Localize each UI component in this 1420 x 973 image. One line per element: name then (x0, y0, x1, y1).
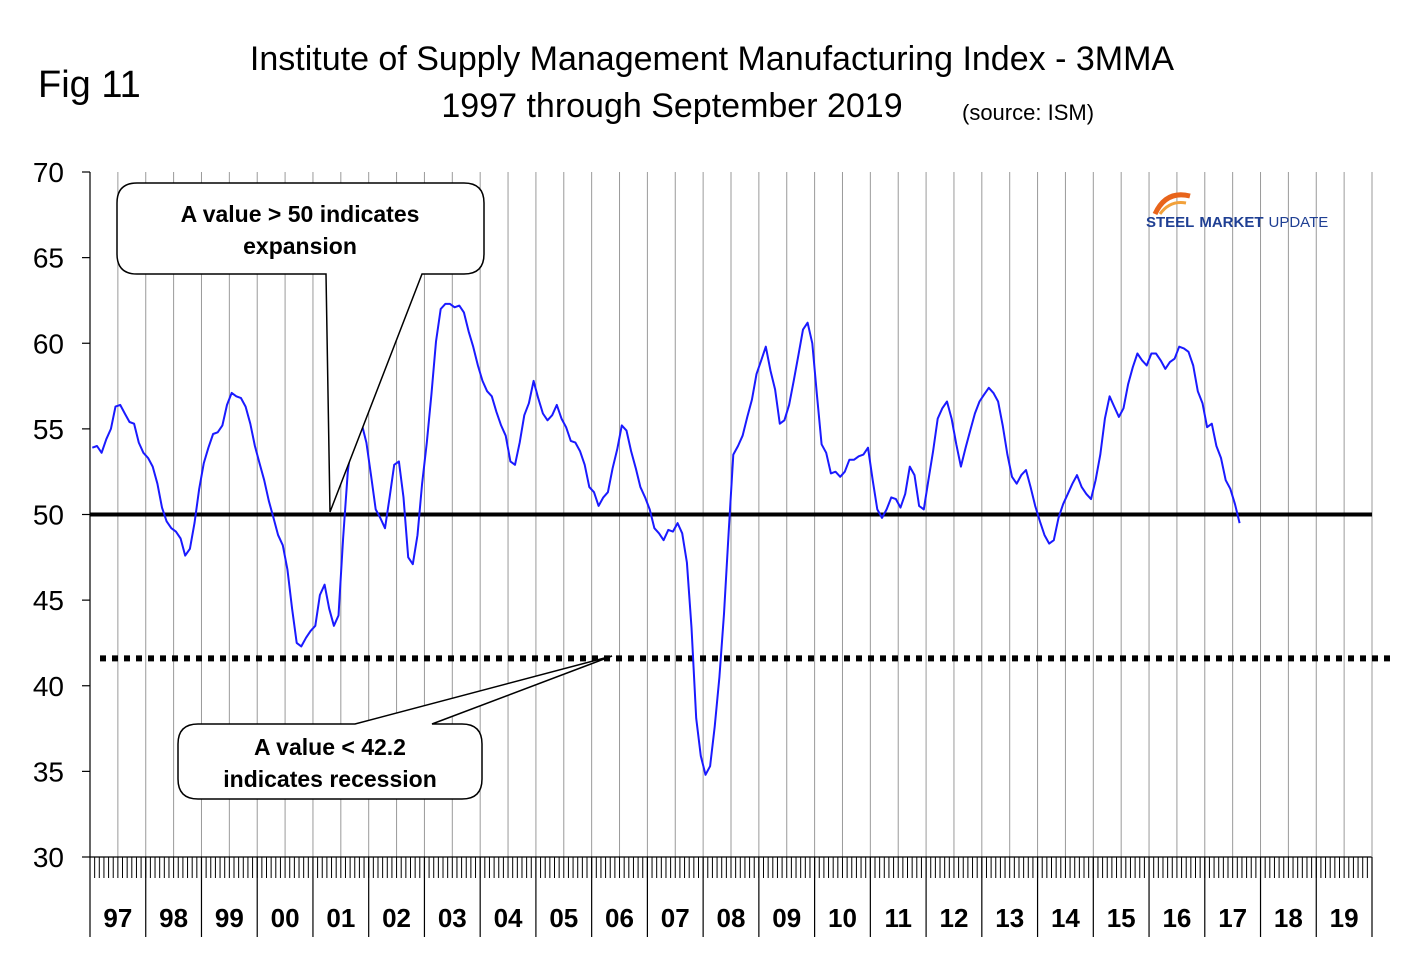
logo-swoosh-inner-icon (1158, 201, 1187, 215)
expansion-callout-line2: expansion (243, 233, 357, 259)
source-note: (source: ISM) (962, 100, 1094, 125)
x-tick-label: 18 (1274, 903, 1303, 933)
x-tick-label: 03 (438, 903, 467, 933)
reference-lines (90, 512, 1392, 662)
x-tick-label: 19 (1330, 903, 1359, 933)
expansion-callout: A value > 50 indicates expansion (116, 182, 485, 513)
y-tick-label: 65 (33, 243, 64, 274)
x-tick-label: 09 (772, 903, 801, 933)
y-tick-label: 30 (33, 842, 64, 873)
x-tick-label: 98 (159, 903, 188, 933)
x-tick-label: 04 (494, 903, 523, 933)
recession-callout-line1: A value < 42.2 (254, 734, 406, 760)
y-tick-label: 70 (33, 157, 64, 188)
x-tick-label: 02 (382, 903, 411, 933)
steel-market-update-logo: STEEL MARKET UPDATE (1146, 192, 1328, 231)
y-tick-label: 45 (33, 585, 64, 616)
chart-subtitle: 1997 through September 2019 (441, 87, 902, 125)
x-tick-label: 15 (1107, 903, 1136, 933)
recession-callout: A value < 42.2 indicates recession (177, 655, 613, 800)
recession-callout-line2: indicates recession (223, 766, 437, 792)
x-tick-label: 05 (549, 903, 578, 933)
x-tick-label: 08 (717, 903, 746, 933)
x-tick-label: 12 (939, 903, 968, 933)
x-tick-label: 10 (828, 903, 857, 933)
logo-word-steel: STEEL (1146, 214, 1194, 231)
chart-title: Institute of Supply Management Manufactu… (250, 40, 1174, 78)
axes: 30 35 40 45 50 55 60 65 70 97 98 99 00 01 02 03 04 05 06 07… (33, 157, 1373, 937)
logo-word-market: MARKET (1199, 214, 1263, 231)
y-tick-label: 40 (33, 671, 64, 702)
ism-index-series-line (91, 302, 1241, 776)
y-tick-label: 60 (33, 328, 64, 359)
x-tick-label: 16 (1162, 903, 1191, 933)
figure-label: Fig 11 (38, 64, 141, 106)
series-layer (91, 302, 1241, 776)
x-tick-label: 11 (884, 903, 912, 933)
expansion-callout-bubble (116, 182, 485, 513)
x-tick-label: 13 (995, 903, 1024, 933)
x-tick-label: 07 (661, 903, 690, 933)
x-tick-label: 99 (215, 903, 244, 933)
expansion-callout-line1: A value > 50 indicates (181, 201, 420, 227)
x-tick-label: 00 (271, 903, 300, 933)
x-tick-label: 14 (1051, 903, 1080, 933)
y-tick-label: 50 (33, 500, 64, 531)
logo-text: STEEL MARKET UPDATE (1146, 214, 1328, 231)
recession-callout-bubble (177, 655, 613, 800)
logo-word-update: UPDATE (1269, 214, 1329, 231)
y-tick-label: 35 (33, 756, 64, 787)
logo-swoosh-icon (1152, 192, 1191, 216)
x-tick-label: 06 (605, 903, 634, 933)
x-tick-label: 97 (103, 903, 132, 933)
y-tick-label: 55 (33, 414, 64, 445)
x-tick-label: 01 (326, 903, 355, 933)
x-tick-label: 17 (1218, 903, 1247, 933)
